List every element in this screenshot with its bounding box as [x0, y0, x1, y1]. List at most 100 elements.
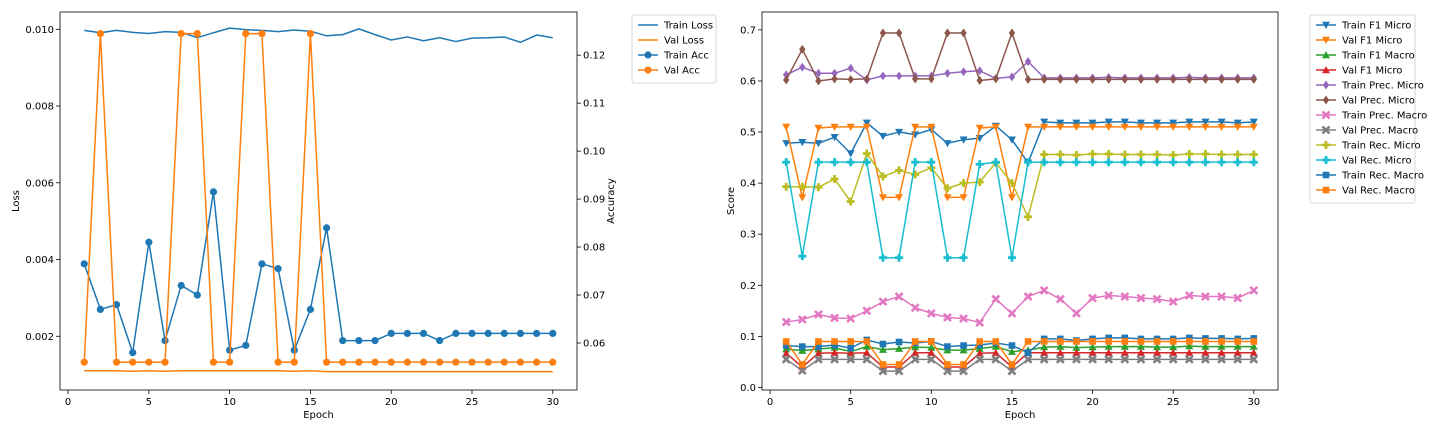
chart2-data-point	[1040, 150, 1049, 159]
chart2-data-point	[1040, 75, 1048, 84]
chart2-data-point	[1121, 334, 1129, 342]
chart2-data-point	[1072, 151, 1081, 160]
chart2-data-point	[991, 158, 1000, 167]
chart2-data-point	[1217, 292, 1226, 301]
chart2-data-point	[1186, 75, 1193, 84]
chart2-data-point	[1153, 123, 1162, 131]
chart2-data-point	[960, 361, 967, 368]
chart2-data-point	[943, 184, 952, 193]
chart2-data-point	[1249, 118, 1258, 126]
chart1-data-point	[145, 358, 153, 366]
chart2-data-point	[1185, 118, 1194, 126]
chart1-series-line	[84, 27, 553, 44]
chart2-data-point	[1184, 291, 1194, 300]
chart2-data-point	[782, 140, 791, 148]
chart2-data-point	[1153, 338, 1161, 345]
chart2-data-point	[926, 354, 936, 364]
chart2-data-point	[992, 338, 1000, 345]
chart1-data-point	[484, 358, 492, 366]
chart2-data-point	[1039, 285, 1049, 295]
chart2-data-point	[847, 338, 854, 345]
chart1-data-point	[193, 29, 201, 38]
chart2-data-point	[782, 338, 790, 345]
chart2-data-point	[782, 342, 790, 349]
chart1-data-point	[516, 358, 525, 366]
chart1-data-point	[371, 336, 379, 345]
chart1-series-4	[80, 29, 557, 366]
chart2-plot-frame	[761, 11, 1279, 391]
chart2-data-point	[1250, 338, 1258, 345]
chart1-data-point	[436, 358, 444, 366]
chart1-data-point	[387, 329, 395, 337]
chart2-data-point	[1105, 75, 1112, 84]
chart1-data-point	[355, 336, 363, 345]
chart2-data-point	[1023, 354, 1033, 364]
chart2-legend-label: Val Prec. Micro	[1342, 96, 1415, 107]
chart2-data-point	[960, 342, 967, 349]
chart2-data-point	[1088, 354, 1097, 364]
chart2-data-point	[911, 348, 920, 356]
chart2-data-point	[1056, 150, 1065, 159]
chart2-legend-marker	[1322, 21, 1330, 29]
chart2-data-point	[943, 313, 952, 322]
chart2-data-point	[1088, 293, 1097, 303]
chart1-series-3	[80, 188, 557, 357]
chart2-data-point	[927, 348, 936, 356]
chart1-data-point	[177, 29, 185, 38]
chart2-data-point	[959, 314, 968, 323]
chart2-data-point	[1233, 354, 1243, 364]
chart1-data-point	[112, 301, 121, 309]
chart2-data-point	[1153, 150, 1162, 159]
chart2-data-point	[1072, 119, 1081, 127]
chart2-data-point	[878, 132, 887, 141]
chart1-data-point	[274, 265, 282, 273]
chart2-data-point	[976, 76, 983, 85]
chart1-data-point	[452, 329, 460, 337]
chart2-data-point	[943, 140, 952, 148]
chart2-data-point	[862, 348, 871, 356]
chart2-data-point	[814, 349, 823, 357]
chart2-data-point	[1120, 348, 1129, 356]
chart2-data-point	[1136, 348, 1145, 356]
chart2-data-point	[1088, 119, 1097, 127]
chart2-data-point	[975, 318, 985, 327]
chart2-data-point	[846, 314, 856, 323]
chart1-legend-label: Train Loss	[663, 21, 713, 32]
chart2-data-point	[846, 197, 855, 206]
chart2-data-point	[1120, 292, 1130, 301]
chart2-data-point	[1008, 361, 1016, 368]
chart1-y-tick-label: 0.004	[25, 255, 54, 266]
chart2-x-tick-label: 20	[1086, 397, 1099, 408]
chart2-data-point	[1169, 151, 1178, 160]
chart2-data-point	[1202, 338, 1209, 345]
chart2-data-point	[1201, 354, 1210, 364]
chart2-data-point	[1040, 123, 1049, 131]
chart2-data-point	[1186, 338, 1193, 345]
chart1-data-point	[161, 336, 169, 345]
chart2-data-point	[1120, 150, 1129, 159]
chart2-legend-label: Train F1 Macro	[1341, 51, 1415, 62]
chart1-data-point	[226, 358, 234, 366]
chart2-data-point	[1007, 194, 1016, 202]
chart2-data-point	[1250, 75, 1258, 84]
chart2-data-point	[1168, 297, 1178, 307]
chart1-legend-label: Val Acc	[664, 66, 700, 77]
chart2-data-point	[1217, 342, 1226, 350]
chart2-data-point	[1153, 158, 1162, 167]
chart2-data-point	[1249, 285, 1259, 295]
chart1-data-point	[209, 188, 218, 196]
chart2-data-point	[1104, 158, 1113, 167]
chart1-y-tick-label: 0.006	[25, 178, 54, 189]
chart1-data-point	[339, 336, 347, 345]
chart2-data-point	[1007, 366, 1017, 376]
chart2-data-point	[1007, 179, 1016, 188]
chart1-y2-tick-label: 0.12	[583, 51, 605, 62]
chart2-data-point	[911, 158, 920, 167]
chart2-data-point	[1136, 119, 1145, 127]
chart2-data-point	[830, 313, 839, 323]
chart2-data-point	[976, 341, 983, 349]
chart2-data-point	[1024, 57, 1032, 66]
chart1-data-point	[419, 358, 428, 366]
chart1-legend-box	[631, 14, 717, 84]
chart2-x-tick-label: 15	[1006, 397, 1019, 408]
